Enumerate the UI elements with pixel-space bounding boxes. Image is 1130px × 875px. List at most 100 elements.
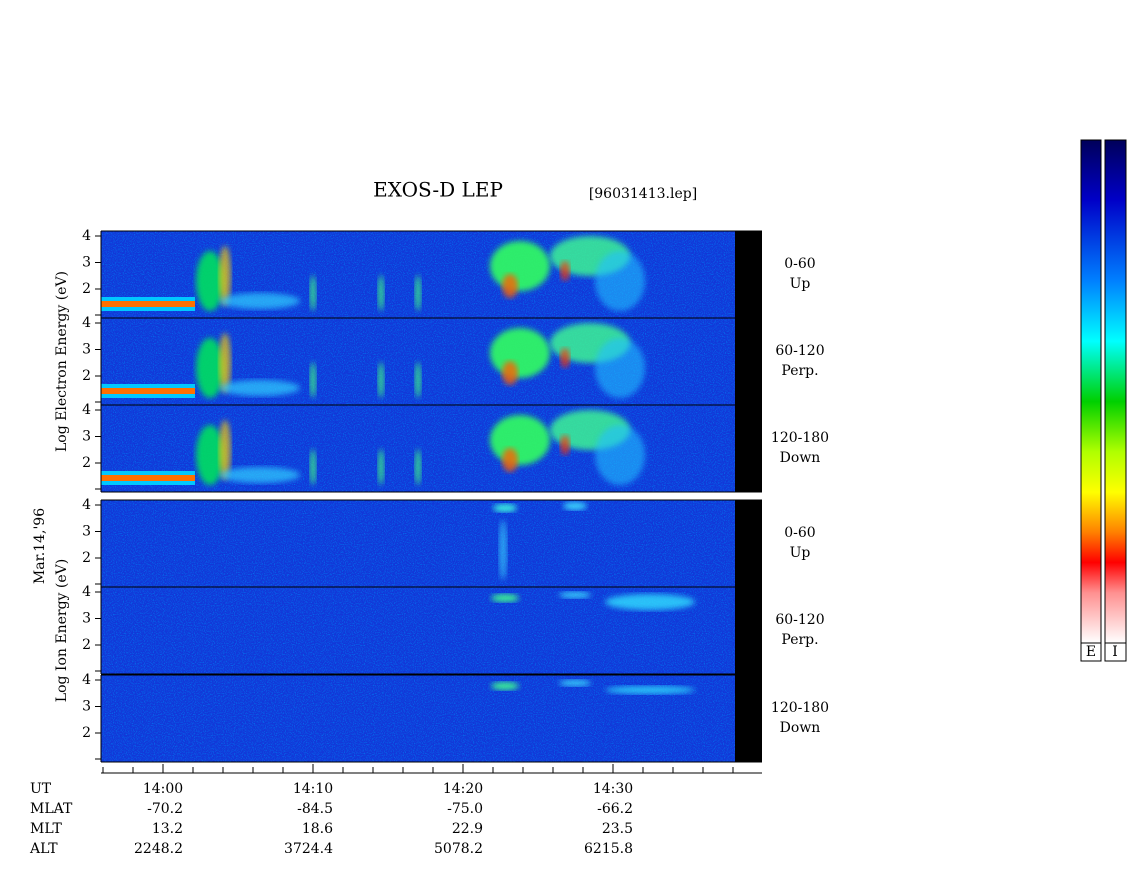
panel-direction: Perp. (781, 632, 818, 648)
spectrum-feature (196, 425, 224, 485)
spectrum-feature (490, 328, 550, 378)
spectrum-feature (499, 520, 507, 580)
title: EXOS-D LEP (373, 178, 503, 202)
colorbar-label: I (1112, 644, 1118, 660)
data-gap (735, 675, 762, 762)
panel-direction: Perp. (781, 363, 818, 379)
spectrum-feature (491, 682, 519, 690)
row-label: ALT (29, 841, 58, 857)
panel-angle: 120-180 (771, 430, 829, 446)
spectrum-feature (219, 333, 231, 393)
y-tick-label: 4 (82, 584, 91, 600)
x-tick-label: 14:20 (443, 781, 483, 797)
spectrum-feature (101, 301, 195, 307)
y-tick-label: 2 (82, 368, 91, 384)
row-label: MLT (30, 821, 62, 837)
spectrum-feature (219, 246, 231, 306)
y-tick-label: 3 (82, 524, 91, 540)
ephemeris-value: 3724.4 (284, 841, 333, 857)
ephemeris-value: 2248.2 (134, 841, 183, 857)
ephemeris-value: -70.2 (147, 801, 183, 817)
spectrum-feature (196, 338, 224, 398)
y-tick-label: 3 (82, 255, 91, 271)
spectrum-feature (310, 275, 316, 311)
spectrum-feature (560, 261, 570, 281)
data-gap (735, 231, 762, 318)
spectrum-feature (415, 362, 421, 398)
spectrum-feature (310, 449, 316, 485)
y-tick-label: 4 (82, 672, 91, 688)
spectrum-feature (378, 449, 384, 485)
spectrum-feature (559, 680, 591, 686)
y-tick-label: 4 (82, 402, 91, 418)
colorbar-i (1104, 139, 1127, 644)
file-name: [96031413.lep] (589, 186, 697, 202)
data-gap (735, 587, 762, 674)
y-tick-label: 4 (82, 315, 91, 331)
ephemeris-value: 22.9 (452, 821, 483, 837)
y-tick-label: 4 (82, 228, 91, 244)
spectrum-feature (378, 362, 384, 398)
y-tick-label: 3 (82, 429, 91, 445)
spectrum-feature (378, 275, 384, 311)
row-label: UT (30, 781, 52, 797)
spectrum-feature (595, 251, 645, 311)
ephemeris-value: 6215.8 (584, 841, 633, 857)
spectrum-feature (196, 251, 224, 311)
colorbar-label-box (1104, 642, 1127, 662)
ephemeris-value: 13.2 (152, 821, 183, 837)
y-tick-label: 2 (82, 455, 91, 471)
data-gap (735, 500, 762, 587)
spectrum-feature (559, 592, 591, 598)
panel-angle: 60-120 (775, 612, 824, 628)
spectrum-feature (220, 380, 300, 396)
spectrum-feature (502, 361, 518, 385)
y-tick-label: 4 (82, 497, 91, 513)
ephemeris-value: -75.0 (447, 801, 483, 817)
spectrum-feature (415, 449, 421, 485)
panel-angle: 120-180 (771, 700, 829, 716)
spectrum-feature (560, 348, 570, 368)
spectrum-feature (220, 293, 300, 309)
spectrum-feature (220, 467, 300, 483)
spectrum-feature (101, 388, 195, 394)
spectrum-feature (490, 241, 550, 291)
panel-angle: 0-60 (784, 525, 815, 541)
spectrogram-noise (101, 500, 735, 587)
colorbar-label-box (1080, 642, 1102, 662)
data-gap (735, 318, 762, 405)
panel-angle: 0-60 (784, 256, 815, 272)
colorbar-label: E (1086, 644, 1096, 660)
panel-angle: 60-120 (775, 343, 824, 359)
plots: 4 3 2 0-60 Up 4 3 2 60-120 Perp. 4 3 2 120-180 Down Log… (29, 228, 829, 857)
spectrum-feature (563, 502, 587, 510)
spectrum-feature (560, 435, 570, 455)
y-tick-label: 2 (82, 550, 91, 566)
panel-direction: Up (790, 545, 811, 561)
ephemeris-value: -84.5 (297, 801, 333, 817)
x-tick-label: 14:00 (143, 781, 183, 797)
spectrum-feature (595, 425, 645, 485)
spectrum-feature (605, 686, 695, 694)
spectrum-feature (490, 415, 550, 465)
spectrum-feature (502, 274, 518, 298)
colorbar-e (1080, 139, 1102, 644)
y-axis-label: Log Electron Energy (eV) (54, 271, 70, 452)
y-tick-label: 2 (82, 637, 91, 653)
spectrum-feature (101, 475, 195, 481)
data-gap (735, 405, 762, 492)
panel-direction: Down (780, 720, 821, 736)
ephemeris-value: 18.6 (302, 821, 333, 837)
ephemeris-value: -66.2 (597, 801, 633, 817)
spectrum-feature (491, 594, 519, 602)
y-tick-label: 2 (82, 281, 91, 297)
date-label: Mar.14,'96 (32, 508, 48, 584)
spectrum-feature (415, 275, 421, 311)
y-tick-label: 3 (82, 611, 91, 627)
panel-direction: Up (790, 276, 811, 292)
x-tick-label: 14:30 (593, 781, 633, 797)
spectrum-feature (595, 338, 645, 398)
